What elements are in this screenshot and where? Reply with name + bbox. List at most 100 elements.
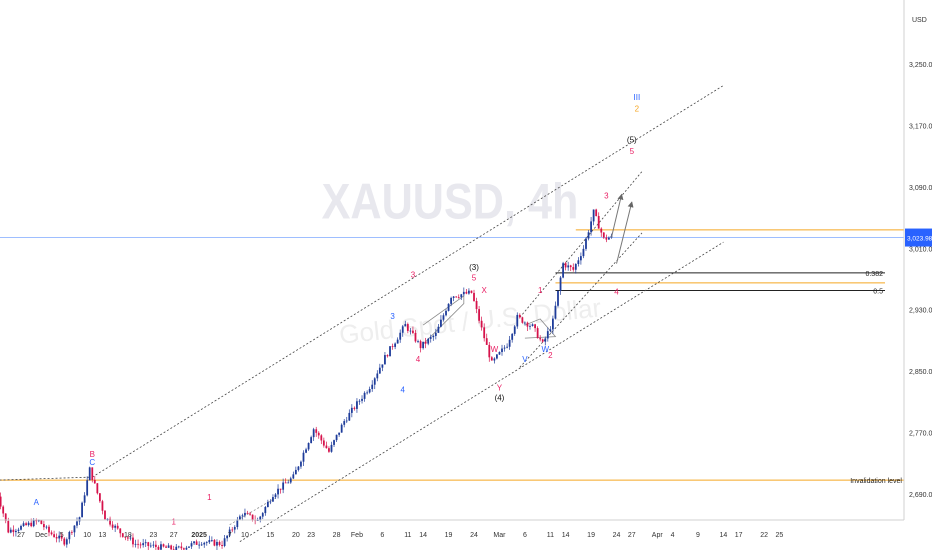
candle-body xyxy=(391,346,394,347)
wave-label: III xyxy=(634,93,641,102)
candle-body xyxy=(526,322,529,327)
candle-body xyxy=(210,540,213,541)
candle-body xyxy=(60,535,63,539)
candle-body xyxy=(574,264,577,270)
candle-body xyxy=(516,314,519,327)
candle-body xyxy=(546,331,549,339)
candle-body xyxy=(376,373,379,379)
candle-body xyxy=(104,510,106,520)
candle-body xyxy=(569,265,572,268)
candle-body xyxy=(434,332,437,336)
time-tick-label: 22 xyxy=(760,532,768,539)
candle-body xyxy=(221,544,223,547)
candle-body xyxy=(442,315,445,320)
trend-line[interactable] xyxy=(0,476,93,481)
candle-body xyxy=(432,335,435,338)
candle-body xyxy=(401,326,404,333)
wave-label: (3) xyxy=(469,263,479,272)
candle-body xyxy=(137,543,139,545)
candle-body xyxy=(277,488,279,495)
candle-body xyxy=(557,290,559,306)
candle-body xyxy=(294,469,297,475)
candle-body xyxy=(162,544,165,547)
candle-body xyxy=(429,337,432,339)
candle-body xyxy=(328,448,330,452)
projection-arrow[interactable] xyxy=(610,193,624,238)
candle-body xyxy=(350,407,353,413)
candle-body xyxy=(154,544,157,547)
candle-body xyxy=(462,291,465,295)
projection-arrow[interactable] xyxy=(616,201,634,264)
candle-body xyxy=(193,541,195,544)
candle-body xyxy=(424,341,427,344)
candle-body xyxy=(101,501,104,511)
price-tick-label: 3,090.000 xyxy=(909,185,932,192)
candle-body xyxy=(233,527,236,530)
candle-body xyxy=(450,297,453,304)
candle-body xyxy=(366,392,369,394)
price-tick-label: 2,690.000 xyxy=(909,492,932,499)
pattern-shape[interactable] xyxy=(422,295,465,345)
time-tick-label: 24 xyxy=(613,532,621,539)
candle-body xyxy=(244,512,246,516)
wave-label: 4 xyxy=(401,386,406,395)
time-tick-label: 10 xyxy=(241,532,249,539)
candle-body xyxy=(208,540,211,543)
price-axis[interactable]: 3,250.000 3,170.000 3,090.000 3,010.000 2,93… xyxy=(909,62,932,499)
candle-body xyxy=(12,529,15,533)
candle-body xyxy=(55,537,58,539)
time-tick-label: Feb xyxy=(351,532,363,539)
time-axis[interactable]: 27 Dec 5 10 13 18 23 27 2025 7 10 15 20 23 28 Feb 6 11 14 1… xyxy=(17,532,783,539)
candle-body xyxy=(205,542,208,544)
trend-line[interactable] xyxy=(239,241,724,542)
price-tick-label: 3,250.000 xyxy=(909,62,932,69)
time-tick-label: 6 xyxy=(523,532,527,539)
candle-body xyxy=(536,328,539,339)
candle-body xyxy=(335,434,338,441)
candle-body xyxy=(378,367,381,374)
candle-body xyxy=(223,538,226,547)
candle-body xyxy=(15,530,17,533)
candle-body xyxy=(518,314,521,318)
candle-body xyxy=(478,309,480,321)
candle-body xyxy=(30,522,33,527)
time-tick-label: 18 xyxy=(124,532,132,539)
candle-body xyxy=(37,519,40,522)
candle-body xyxy=(238,516,241,520)
candle-body xyxy=(134,543,137,545)
candle-body xyxy=(116,525,119,529)
candle-body xyxy=(317,432,320,436)
candle-body xyxy=(76,521,78,526)
candle-body xyxy=(73,525,76,533)
candle-body xyxy=(218,541,221,545)
candle-body xyxy=(284,482,287,484)
wave-label: 2 xyxy=(548,351,553,360)
candle-body xyxy=(427,338,430,344)
candle-body xyxy=(325,445,328,449)
candle-body xyxy=(160,544,162,550)
time-tick-label: Mar xyxy=(493,532,506,539)
candle-body xyxy=(132,537,134,545)
candle-body xyxy=(81,502,83,518)
candle-body xyxy=(539,338,542,340)
candle-body xyxy=(384,355,386,365)
time-tick-label: 23 xyxy=(149,532,157,539)
time-tick-label: 11 xyxy=(547,532,554,539)
candle-body xyxy=(119,528,122,534)
price-tick-label: 3,010.000 xyxy=(909,246,932,253)
candle-body xyxy=(274,494,277,498)
candle-body xyxy=(437,326,440,333)
candle-body xyxy=(508,339,511,347)
candle-body xyxy=(483,327,486,339)
candle-body xyxy=(602,232,605,238)
candle-body xyxy=(559,277,562,291)
candle-body xyxy=(83,495,86,503)
candle-body xyxy=(7,520,10,533)
candle-body xyxy=(394,343,397,347)
candle-body xyxy=(455,296,458,298)
watermark-symbol: XAUUSD, 4h xyxy=(322,173,579,229)
candle-body xyxy=(333,440,335,445)
candle-body xyxy=(582,248,585,257)
candle-body xyxy=(91,467,94,480)
